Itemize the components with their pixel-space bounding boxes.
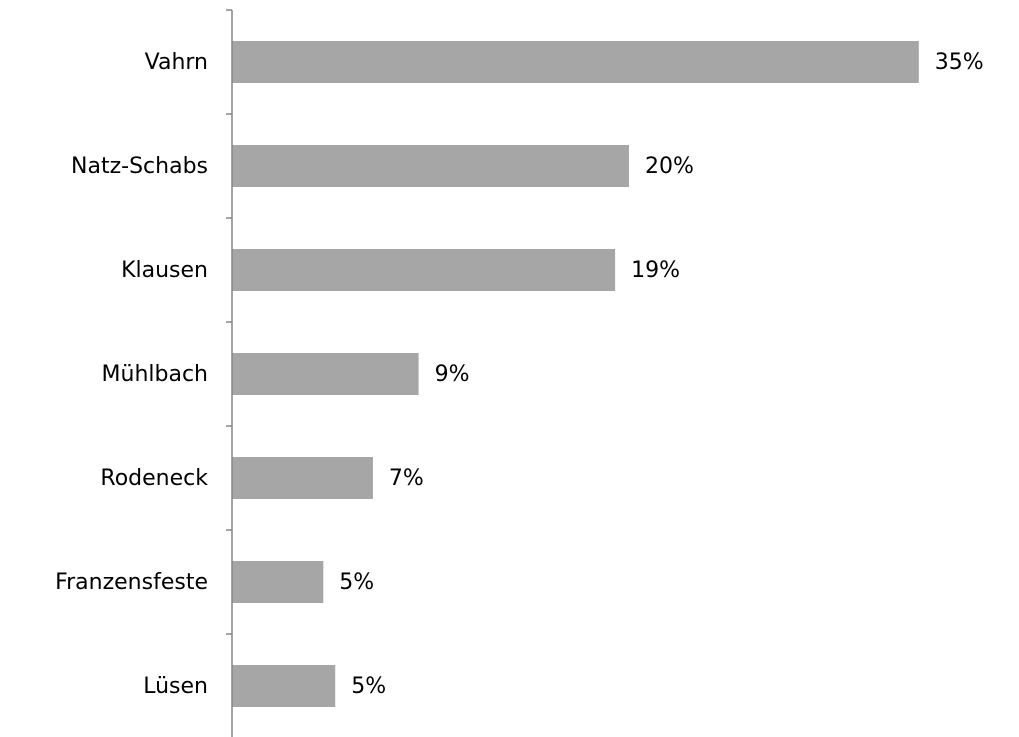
value-label: 5% — [351, 674, 386, 699]
y-tick-label: Lüsen — [143, 674, 208, 699]
value-label: 20% — [645, 154, 694, 179]
bar — [232, 145, 629, 187]
bar — [232, 353, 419, 395]
bar — [232, 41, 919, 83]
y-tick-label: Rodeneck — [100, 466, 208, 491]
bar — [232, 249, 616, 291]
y-tick-label: Vahrn — [145, 50, 208, 75]
y-tick-label: Klausen — [121, 258, 208, 283]
y-tick-label: Natz-Schabs — [71, 154, 208, 179]
y-tick-label: Mühlbach — [102, 362, 208, 387]
bar — [232, 561, 324, 603]
bar — [232, 457, 373, 499]
value-label: 9% — [435, 362, 470, 387]
bar — [232, 665, 336, 707]
value-label: 19% — [631, 258, 680, 283]
y-tick-label: Franzensfeste — [55, 570, 208, 595]
value-label: 7% — [389, 466, 424, 491]
value-label: 35% — [935, 50, 984, 75]
value-label: 5% — [339, 570, 374, 595]
